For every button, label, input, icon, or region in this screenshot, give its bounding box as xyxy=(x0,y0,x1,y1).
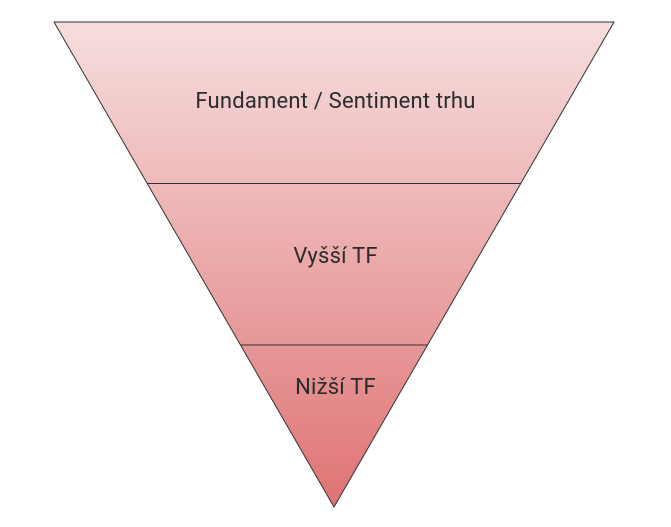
funnel-diagram: Fundament / Sentiment trhu Vyšší TF Nižš… xyxy=(0,0,671,527)
level-3-label: Nižší TF xyxy=(0,375,671,400)
level-1-label: Fundament / Sentiment trhu xyxy=(0,89,671,114)
level-2-label: Vyšší TF xyxy=(0,244,671,269)
